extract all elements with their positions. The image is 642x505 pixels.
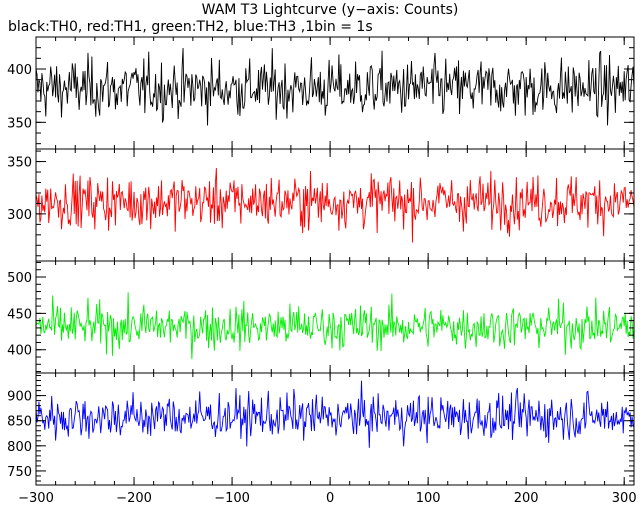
y-tick-label: 900 — [7, 390, 32, 405]
panel-frame — [35, 372, 635, 486]
y-tick-label: 850 — [7, 415, 32, 430]
x-axis: −300 −200 −100 0 100 200 300 — [18, 491, 636, 505]
panel-th1: 300 350 — [7, 148, 635, 262]
series-line-th0 — [35, 47, 635, 126]
x-tick-label: −300 — [18, 491, 54, 505]
x-tick-label: −200 — [116, 491, 152, 505]
panel-th0: 350 400 — [7, 36, 635, 150]
x-tick-label: 200 — [514, 491, 539, 505]
panel-th3: 750 800 850 900 — [7, 372, 635, 486]
y-tick-label: 300 — [7, 208, 32, 223]
x-tick-label: 300 — [612, 491, 637, 505]
y-tick-label: 350 — [7, 116, 32, 131]
y-tick-label: 400 — [7, 63, 32, 78]
y-tick-label: 400 — [7, 344, 32, 359]
y-tick-label: 800 — [7, 440, 32, 455]
panel-frame — [35, 260, 635, 374]
series-line-th1 — [35, 167, 635, 243]
panel-th2: 400 450 500 — [7, 260, 635, 374]
chart-subtitle: black:TH0, red:TH1, green:TH2, blue:TH3 … — [8, 19, 373, 35]
chart-title: WAM T3 Lightcurve (y−axis: Counts) — [202, 2, 459, 18]
y-tick-label: 750 — [7, 465, 32, 480]
panels-layer: 350 400 300 350 400 450 500 750 800 850 900 — [7, 36, 635, 486]
y-tick-label: 350 — [7, 156, 32, 171]
y-tick-label: 450 — [7, 307, 32, 322]
x-tick-label: 0 — [326, 491, 334, 505]
series-line-th2 — [35, 292, 635, 360]
x-tick-label: 100 — [416, 491, 441, 505]
y-tick-label: 500 — [7, 271, 32, 286]
series-line-th3 — [35, 380, 635, 448]
x-tick-label: −100 — [214, 491, 250, 505]
